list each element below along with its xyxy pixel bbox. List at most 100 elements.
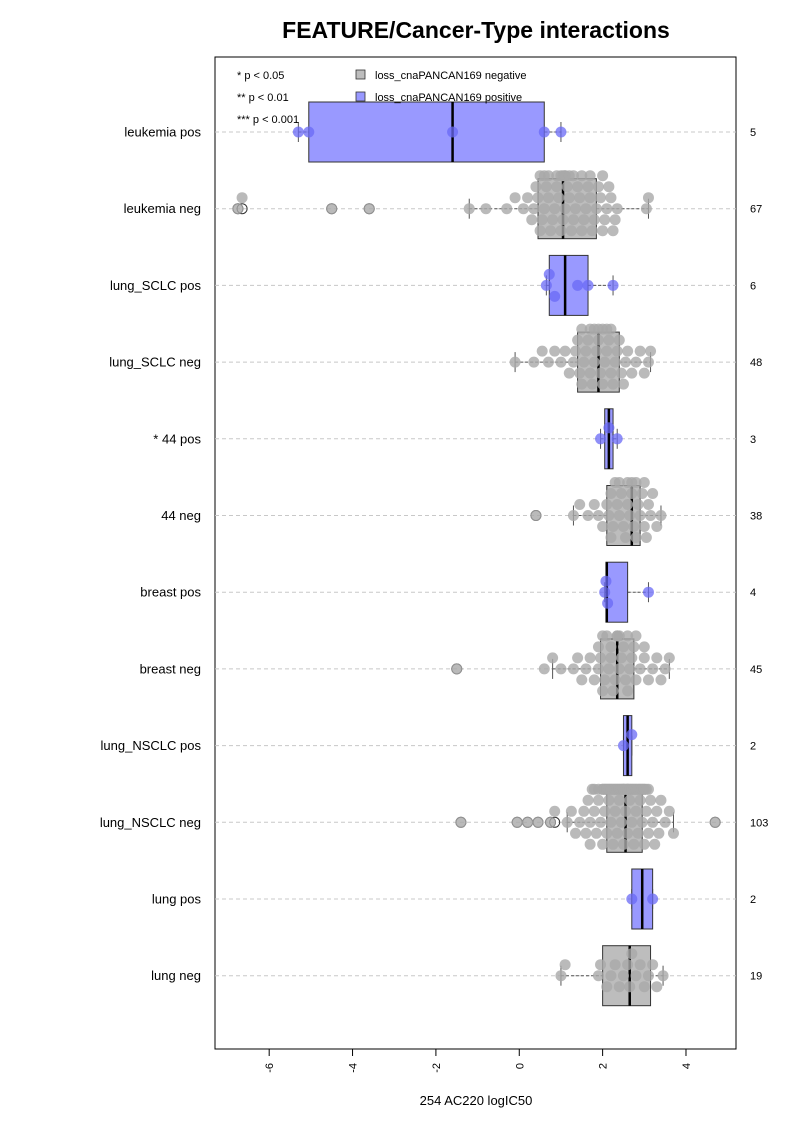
data-point-negative	[536, 214, 548, 226]
data-point-negative	[549, 805, 561, 817]
data-point-negative	[607, 521, 619, 532]
data-point-negative	[586, 378, 598, 390]
data-point-negative	[580, 345, 592, 357]
x-axis-label: 254 AC220 logIC50	[420, 1093, 533, 1108]
data-point-negative	[609, 356, 621, 368]
data-point-negative	[605, 641, 617, 653]
data-point-negative	[570, 827, 582, 839]
data-point-positive	[292, 126, 304, 138]
data-point-negative	[620, 532, 632, 543]
data-point-negative	[597, 378, 609, 390]
row-label: leukemia neg	[124, 201, 201, 216]
data-point-negative	[597, 225, 609, 237]
data-point-negative	[649, 838, 661, 850]
data-point-negative	[572, 181, 584, 193]
data-point-negative	[630, 356, 642, 368]
x-tick-label: -6	[264, 1063, 276, 1073]
data-point-negative	[570, 345, 582, 357]
data-point-negative	[592, 181, 604, 193]
data-point-negative	[636, 488, 648, 499]
data-point-negative	[557, 214, 569, 226]
data-point-negative	[615, 488, 627, 499]
data-point-positive	[600, 575, 612, 587]
data-point-negative	[601, 630, 613, 642]
group-counts: 5 67 6 48 3 38 4 45 2 103 2 19	[750, 127, 768, 983]
data-point-negative	[601, 203, 613, 215]
data-point-negative	[626, 488, 638, 499]
data-point-negative	[645, 510, 657, 521]
data-point-negative	[659, 816, 671, 828]
data-point-negative	[617, 641, 629, 653]
data-point-negative	[588, 214, 600, 226]
data-point-negative	[613, 334, 625, 346]
data-point-negative	[597, 685, 609, 697]
data-point-negative	[561, 181, 573, 193]
data-point-negative	[326, 203, 338, 215]
data-point-negative	[640, 532, 652, 543]
data-point-negative	[613, 794, 625, 806]
data-point-negative	[480, 203, 492, 215]
data-point-negative	[645, 345, 657, 357]
data-point-negative	[595, 959, 607, 971]
data-point-negative	[538, 203, 550, 215]
data-point-negative	[517, 203, 529, 215]
data-point-negative	[611, 203, 623, 215]
legend-swatch	[355, 91, 366, 102]
data-point-negative	[540, 181, 552, 193]
data-point-negative	[578, 214, 590, 226]
data-point-negative	[607, 685, 619, 697]
data-point-positive	[572, 279, 584, 291]
data-point-negative	[624, 981, 636, 993]
data-point-negative	[549, 345, 561, 357]
points	[232, 126, 721, 993]
data-point-negative	[574, 192, 586, 204]
data-point-negative	[572, 652, 584, 664]
data-point-negative	[530, 510, 542, 521]
data-point-negative	[592, 334, 604, 346]
data-point-negative	[599, 674, 611, 686]
group-count: 6	[750, 280, 756, 292]
data-point-negative	[632, 827, 644, 839]
data-point-negative	[588, 674, 600, 686]
data-point-negative	[657, 970, 669, 982]
data-point-negative	[634, 663, 646, 675]
data-point-positive	[611, 433, 623, 445]
data-point-negative	[584, 816, 596, 828]
data-point-negative	[638, 838, 650, 850]
data-point-negative	[542, 192, 554, 204]
group-count: 45	[750, 664, 762, 676]
data-point-negative	[626, 367, 638, 379]
data-point-negative	[563, 367, 575, 379]
data-point-negative	[595, 192, 607, 204]
data-point-negative	[567, 214, 579, 226]
data-point-positive	[647, 893, 659, 905]
data-point-negative	[584, 652, 596, 664]
data-point-negative	[590, 345, 602, 357]
data-point-negative	[624, 794, 636, 806]
data-point-negative	[565, 225, 577, 237]
data-point-negative	[567, 170, 579, 182]
data-point-negative	[613, 663, 625, 675]
data-point-positive	[447, 126, 459, 138]
data-point-negative	[595, 816, 607, 828]
data-point-negative	[628, 641, 640, 653]
data-point-negative	[622, 345, 634, 357]
group-count: 2	[750, 894, 756, 906]
data-point-negative	[603, 181, 615, 193]
data-point-negative	[659, 663, 671, 675]
group-count: 3	[750, 434, 756, 446]
data-point-negative	[605, 970, 617, 982]
data-point-negative	[574, 499, 586, 510]
data-point-negative	[634, 345, 646, 357]
legend-significance: *** p < 0.001	[237, 114, 299, 126]
data-point-negative	[605, 367, 617, 379]
data-point-negative	[576, 225, 588, 237]
data-point-negative	[592, 970, 604, 982]
row-label: breast pos	[140, 585, 201, 600]
data-point-negative	[624, 663, 636, 675]
data-point-negative	[611, 827, 623, 839]
data-point-negative	[559, 345, 571, 357]
data-point-negative	[586, 225, 598, 237]
data-point-negative	[559, 203, 571, 215]
data-point-positive	[540, 279, 552, 291]
